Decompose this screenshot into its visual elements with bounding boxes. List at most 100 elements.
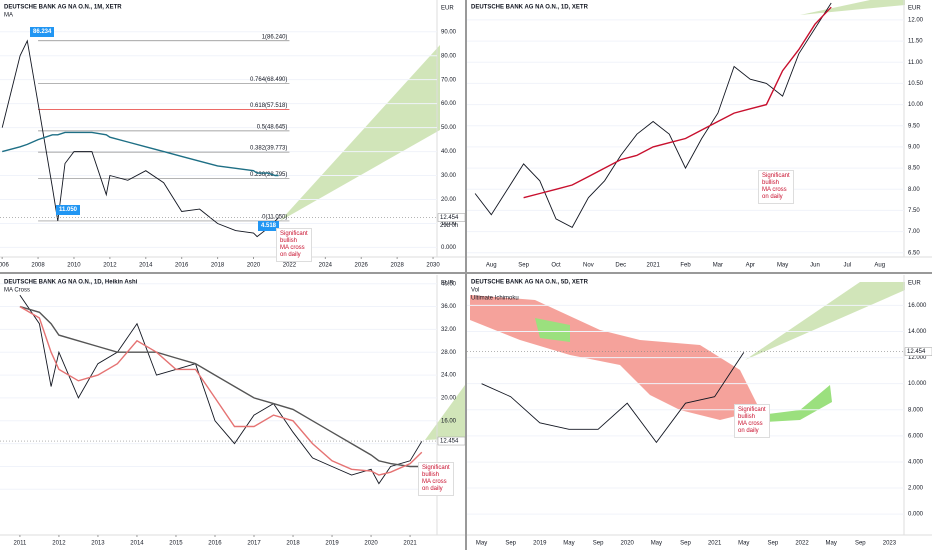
annotation: Significant bullish MA cross on daily: [418, 462, 454, 496]
x-tick-label: Oct: [551, 263, 561, 269]
y-tick-label: 8.50: [908, 166, 920, 172]
y-tick-label: 7.50: [908, 208, 920, 214]
series-line: [474, 2, 832, 229]
axis-unit: EUR: [441, 281, 454, 287]
indicator-label: Vol: [471, 288, 479, 294]
price-label: 12.454: [440, 215, 459, 221]
y-tick-label: 36.00: [441, 304, 457, 310]
fib-label: 1(86.240): [262, 34, 288, 40]
chart-title: DEUTSCHE BANK AG NA O.N., 1D, XETR: [471, 5, 589, 11]
y-tick-label: 7.00: [908, 229, 920, 235]
ichimoku-cloud: [760, 385, 832, 422]
y-tick-label: 11.00: [908, 60, 923, 66]
y-tick-label: 0.000: [441, 245, 457, 251]
fib-label: 0.618(57.518): [250, 103, 287, 109]
x-tick-label: 2011: [13, 541, 27, 547]
x-tick-label: Jun: [810, 263, 820, 269]
x-tick-label: 2013: [91, 541, 105, 547]
y-tick-label: 50.00: [441, 125, 457, 131]
y-tick-label: 40.00: [441, 149, 457, 155]
x-tick-label: 2017: [247, 541, 261, 547]
chart-title: DEUTSCHE BANK AG NA O.N., 1M, XETR: [4, 5, 122, 11]
y-tick-label: 30.00: [441, 173, 457, 179]
x-tick-label: 2024: [319, 263, 333, 269]
x-tick-label: 2016: [175, 263, 189, 269]
y-tick-label: 12.000: [908, 355, 927, 361]
y-tick-label: 6.000: [908, 433, 924, 439]
x-tick-label: 2021: [646, 263, 660, 269]
series-line: [481, 352, 745, 444]
projection-cone: [425, 385, 465, 440]
x-tick-label: May: [476, 541, 487, 547]
x-tick-label: May: [651, 541, 662, 547]
y-tick-label: 11.50: [908, 39, 923, 45]
x-tick-label: 2016: [208, 541, 222, 547]
x-tick-label: Apr: [746, 263, 755, 269]
y-tick-label: 20.00: [441, 396, 457, 402]
x-tick-label: 2030: [426, 263, 440, 269]
y-tick-label: 90.00: [441, 29, 457, 35]
fib-label: 0(11.050): [262, 215, 287, 221]
x-tick-label: 2006: [0, 263, 9, 269]
y-tick-label: 40.00: [441, 281, 457, 287]
axis-unit: EUR: [908, 281, 921, 287]
series-line: [1, 39, 279, 238]
y-tick-label: 14.000: [908, 329, 927, 335]
x-tick-label: Sep: [518, 263, 529, 269]
series-line: [19, 294, 423, 485]
indicator-label: MA: [4, 13, 13, 19]
projection-cone: [745, 282, 905, 360]
x-tick-label: 2012: [103, 263, 117, 269]
indicator-label: MA Cross: [4, 288, 30, 294]
x-tick-label: Nov: [583, 263, 594, 269]
price-label: 12.454: [440, 439, 459, 445]
y-tick-label: 32.00: [441, 327, 457, 333]
x-tick-label: 2020: [364, 541, 378, 547]
y-tick-label: 16.00: [441, 418, 457, 424]
y-tick-label: 10.00: [908, 102, 924, 108]
fib-label: 0.382(39.773): [250, 146, 287, 152]
x-tick-label: 2022: [795, 541, 809, 547]
y-tick-label: 70.00: [441, 77, 457, 83]
fib-label: 0.5(48.645): [257, 124, 288, 130]
axis-unit: EUR: [908, 6, 921, 12]
x-tick-label: May: [563, 541, 574, 547]
x-tick-label: 2014: [130, 541, 144, 547]
y-tick-label: 80.00: [441, 53, 457, 59]
x-tick-label: May: [777, 263, 788, 269]
y-tick-label: 2.000: [908, 486, 924, 492]
y-tick-label: 0.000: [908, 512, 924, 518]
x-tick-label: Mar: [713, 263, 723, 269]
y-tick-label: 28.00: [441, 350, 457, 356]
fib-label: 0.764(68.490): [250, 77, 287, 83]
y-tick-label: 16.000: [908, 303, 927, 309]
price-box: [437, 436, 466, 446]
y-tick-label: 9.00: [908, 145, 920, 151]
axis-unit: EUR: [441, 6, 454, 12]
x-tick-label: 2012: [52, 541, 66, 547]
x-tick-label: Sep: [505, 541, 516, 547]
y-tick-label: 4.000: [908, 460, 924, 466]
x-tick-label: Sep: [855, 541, 866, 547]
price-tag: 86.234: [30, 27, 55, 37]
x-tick-label: 2020: [247, 263, 261, 269]
x-tick-label: 2021: [403, 541, 417, 547]
y-tick-label: 10.00: [441, 221, 457, 227]
y-tick-label: 8.000: [908, 407, 924, 413]
x-tick-label: 2022: [283, 263, 297, 269]
x-tick-label: 2008: [31, 263, 45, 269]
x-tick-label: Aug: [486, 263, 497, 269]
series-line: [2, 131, 279, 177]
y-tick-label: 10.000: [908, 381, 927, 387]
price-tag: 4.518: [258, 221, 280, 231]
series-line: [19, 305, 423, 476]
y-tick-label: 10.50: [908, 81, 924, 87]
projection-cone: [280, 45, 440, 221]
x-tick-label: 2019: [533, 541, 547, 547]
fib-label: 0.236(28.795): [250, 172, 287, 178]
price-label: 12.454: [907, 349, 926, 355]
series-line: [19, 305, 422, 468]
annotation: Significant bullish MA cross on daily: [758, 170, 794, 204]
